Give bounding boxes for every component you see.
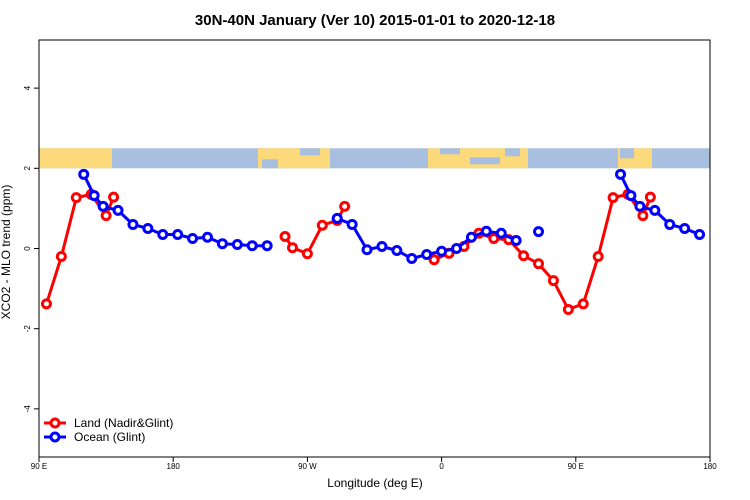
legend-marker <box>49 431 61 443</box>
x-tick-label: 90 E <box>31 462 47 471</box>
data-point <box>533 226 545 238</box>
data-point <box>533 258 545 270</box>
series-layer <box>40 168 706 315</box>
legend: Land (Nadir&Glint)Ocean (Glint) <box>44 416 173 444</box>
map-ocean-notch-1 <box>300 148 320 156</box>
data-point <box>346 218 358 230</box>
data-point <box>286 242 298 254</box>
x-tick-label: 90 W <box>298 462 317 471</box>
data-point <box>339 200 351 212</box>
y-tick-label: 0 <box>23 246 32 251</box>
data-point <box>694 228 706 240</box>
map-ocean-notch-3 <box>470 157 500 165</box>
legend-label: Land (Nadir&Glint) <box>74 416 173 430</box>
x-axis: 90 E 180 90 W 0 90 E 180 <box>31 457 717 471</box>
data-point <box>361 244 373 256</box>
data-point <box>406 253 418 265</box>
y-tick-label: 4 <box>23 85 32 90</box>
data-point <box>142 222 154 234</box>
data-point <box>495 227 507 239</box>
legend-marker <box>49 417 61 429</box>
map-ocean-notch-5 <box>620 148 634 159</box>
series-land <box>40 188 656 315</box>
data-point <box>607 192 619 204</box>
data-point <box>510 234 522 246</box>
data-point <box>70 192 82 204</box>
data-point <box>547 275 559 287</box>
data-point <box>246 240 258 252</box>
data-point <box>518 250 530 262</box>
data-point <box>488 232 500 244</box>
map-ocean-notch-4 <box>505 148 520 157</box>
data-point <box>637 210 649 222</box>
y-axis-label: XCO2 - MLO trend (ppm) <box>0 185 13 320</box>
data-point <box>664 218 676 230</box>
data-point <box>649 204 661 216</box>
data-point <box>615 168 627 180</box>
data-point <box>301 248 313 260</box>
map-ocean <box>39 148 710 169</box>
data-point <box>112 204 124 216</box>
y-tick-label: -4 <box>23 405 32 413</box>
data-point <box>261 240 273 252</box>
data-point <box>625 190 637 202</box>
data-point <box>40 298 52 310</box>
data-point <box>562 303 574 315</box>
data-point <box>55 251 67 263</box>
legend-label: Ocean (Glint) <box>74 430 145 444</box>
world-map-strip <box>39 148 710 169</box>
data-point <box>421 249 433 261</box>
data-point <box>436 245 448 257</box>
y-tick-label: 2 <box>23 166 32 171</box>
data-point <box>172 228 184 240</box>
map-land-0 <box>39 148 112 169</box>
x-tick-label: 90 E <box>568 462 584 471</box>
data-point <box>644 191 656 203</box>
data-point <box>376 240 388 252</box>
data-point <box>201 231 213 243</box>
data-point <box>465 231 477 243</box>
series-line <box>433 192 652 311</box>
data-point <box>108 191 120 203</box>
data-point <box>231 238 243 250</box>
y-tick-label: -2 <box>23 325 32 333</box>
series-ocean <box>78 168 706 265</box>
data-point <box>428 254 440 266</box>
data-point <box>97 200 109 212</box>
data-point <box>480 225 492 237</box>
data-point <box>451 243 463 254</box>
data-point <box>88 190 100 202</box>
data-point <box>331 212 343 224</box>
data-point <box>157 228 169 240</box>
data-point <box>279 230 291 242</box>
data-point <box>78 168 90 180</box>
data-point <box>127 218 139 230</box>
chart-title: 30N-40N January (Ver 10) 2015-01-01 to 2… <box>195 12 555 29</box>
data-point <box>316 219 328 231</box>
data-point <box>634 200 646 212</box>
y-axis: -4 -2 0 2 4 <box>23 85 39 412</box>
data-point <box>216 238 228 250</box>
data-point <box>592 251 604 263</box>
x-axis-label: Longitude (deg E) <box>327 476 422 490</box>
data-point <box>679 222 691 234</box>
map-ocean-notch-0 <box>262 159 278 169</box>
data-point <box>391 245 403 257</box>
map-ocean-notch-2 <box>440 148 460 155</box>
data-point <box>577 298 589 310</box>
data-point <box>100 210 112 222</box>
x-tick-label: 180 <box>703 462 717 471</box>
x-tick-label: 180 <box>167 462 181 471</box>
x-tick-label: 0 <box>439 462 444 471</box>
data-point <box>187 232 199 244</box>
